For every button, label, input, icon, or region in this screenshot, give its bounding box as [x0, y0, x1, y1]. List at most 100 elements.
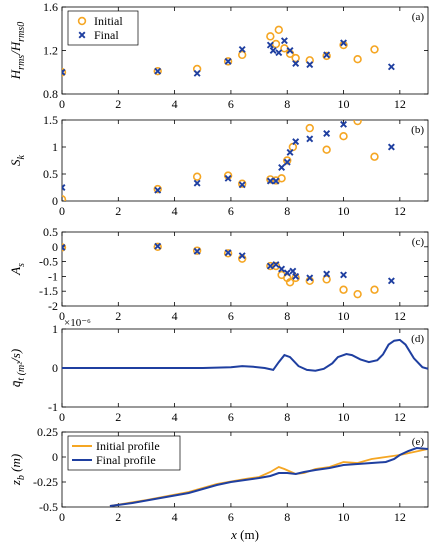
- panel-3: 0 2 4 6 8 10 12-101(d)×10⁻⁶: [48, 317, 429, 424]
- final-data-point: [283, 158, 291, 166]
- panel-2-y-axis-label-text: As: [8, 263, 27, 276]
- x-tick-label: 10: [338, 97, 350, 111]
- initial-data-point: [353, 289, 362, 299]
- initial-data-point: [339, 285, 348, 294]
- final-data-point: [266, 177, 274, 185]
- final-data-point: [224, 249, 232, 257]
- initial-data-point: [271, 39, 281, 49]
- final-data-point: [292, 60, 300, 68]
- panel-0-y-axis-label-text: Hrms/Hrms0: [8, 22, 27, 80]
- initial-data-point: [274, 25, 283, 35]
- x-tick-label: 2: [115, 97, 121, 111]
- initial-data-point: [62, 195, 67, 201]
- legend-label: Initial profile: [96, 439, 160, 453]
- panel-3-y-axis-label-text: q̄t (m²/s): [8, 349, 27, 387]
- initial-data-point: [192, 246, 202, 255]
- y-tick-label: 0: [52, 450, 58, 464]
- final-data-point: [224, 57, 232, 65]
- y-tick-label: 1: [52, 322, 58, 336]
- final-data-point: [238, 252, 246, 260]
- panel-2-label: (c): [412, 236, 425, 248]
- y-tick-label: -0.5: [39, 255, 58, 269]
- initial-data-point: [62, 68, 67, 77]
- panel-0-data: [62, 25, 395, 77]
- panel-3-data: [62, 338, 428, 372]
- x-tick-label: 10: [338, 309, 350, 323]
- final-data-point: [266, 262, 274, 270]
- final-data-point: [278, 265, 286, 273]
- y-tick-label: 0.5: [43, 225, 58, 239]
- initial-data-point: [305, 123, 314, 133]
- x-tick-label: 4: [172, 309, 178, 323]
- legend-label: Final: [94, 28, 119, 42]
- x-tick-label: 8: [284, 204, 290, 218]
- x-tick-label: 10: [338, 510, 350, 524]
- panel-1-frame: [61, 119, 429, 202]
- final-data-point: [278, 164, 286, 171]
- y-tick-label: 0: [52, 240, 58, 254]
- initial-data-point: [322, 275, 331, 284]
- panel-2-frame: [61, 231, 429, 307]
- panel-1: 0 2 4 6 8 10 12 0 0.5 1 1.5 (b): [43, 113, 429, 218]
- final-data-point: [275, 49, 283, 57]
- final-data-point: [306, 61, 314, 69]
- final-data-point: [286, 148, 294, 156]
- initial-data-point: [266, 32, 275, 41]
- final-data-point: [272, 261, 280, 269]
- initial-data-point: [223, 57, 233, 66]
- initial-data-point: [339, 132, 348, 141]
- y-tick-label: 1.2: [43, 44, 58, 58]
- y-tick-label: -1: [48, 400, 58, 414]
- x-tick-label: 4: [172, 410, 178, 424]
- final-data-point: [193, 247, 201, 255]
- final-data-point: [292, 138, 300, 146]
- initial-data-point: [223, 249, 233, 258]
- x-tick-label: 0: [59, 309, 65, 323]
- legend-marker-x: [78, 31, 86, 39]
- x-tick-label: 8: [284, 97, 290, 111]
- final-data-point: [323, 51, 331, 59]
- final-data-point: [340, 120, 348, 128]
- x-tick-label: 4: [172, 510, 178, 524]
- final-data-point: [292, 272, 300, 280]
- initial-data-point: [153, 242, 162, 252]
- x-tick-label: 2: [115, 204, 121, 218]
- final-data-point: [266, 41, 274, 49]
- initial-data-point: [153, 184, 162, 194]
- y-tick-label: -2: [48, 299, 58, 313]
- final-data-point: [306, 135, 314, 143]
- y-tick-label: 1.6: [43, 0, 58, 14]
- panel-3-label: (d): [411, 333, 424, 345]
- initial-data-point: [291, 53, 300, 63]
- x-tick-label: 0: [59, 510, 65, 524]
- x-tick-label: 8: [284, 410, 290, 424]
- x-tick-label: 4: [172, 97, 178, 111]
- y-tick-label: -1: [48, 269, 58, 283]
- y-tick-label: 0: [52, 361, 58, 375]
- final-data-point: [238, 181, 246, 189]
- x-tick-label: 8: [284, 309, 290, 323]
- legend-label: Final profile: [96, 453, 156, 467]
- panel-0-legend: [67, 10, 139, 46]
- y-tick-label: 1: [52, 140, 58, 154]
- panel-1-label: (b): [411, 124, 424, 136]
- x-tick-label: 2: [115, 309, 121, 323]
- legend-marker-circle: [77, 16, 87, 26]
- final-data-point: [340, 39, 348, 47]
- initial-data-point: [291, 273, 300, 283]
- final-data-point: [387, 143, 395, 151]
- panel-1-y-axis-label-text: Sk: [8, 154, 27, 166]
- x-tick-label: 12: [394, 97, 406, 111]
- initial-data-point: [237, 179, 247, 188]
- final-data-point: [323, 130, 331, 137]
- legend-label: Initial: [94, 14, 123, 28]
- final-data-point: [62, 243, 66, 251]
- panel-3-series-0-line: [62, 338, 428, 372]
- final-data-point: [193, 179, 201, 187]
- panel-4-legend: [67, 435, 181, 471]
- initial-data-point: [370, 45, 379, 54]
- x-tick-label: 6: [228, 309, 234, 323]
- x-tick-label: 12: [394, 510, 406, 524]
- x-tick-label: 10: [338, 204, 350, 218]
